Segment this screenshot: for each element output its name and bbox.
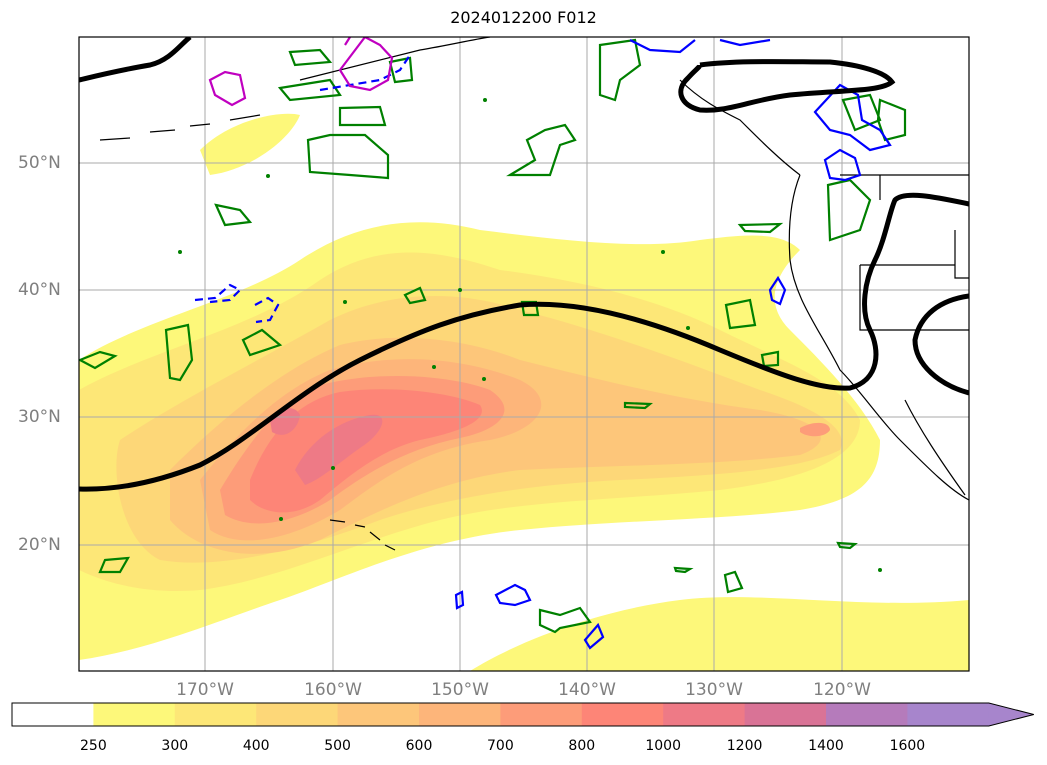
map-title: 2024012200 F012 (450, 8, 597, 27)
colorbar-segment (93, 703, 176, 726)
green-contour (79, 350, 118, 370)
blue-contour (583, 622, 605, 650)
green-contour (876, 98, 907, 142)
green-contour (98, 556, 130, 574)
map-frame (78, 36, 970, 672)
colorbar-tick-label: 300 (161, 738, 189, 754)
colorbar-segment (581, 703, 664, 726)
green-contour (538, 606, 592, 634)
blue-contour (494, 583, 532, 607)
colorbar-segment (907, 703, 990, 726)
magenta-contour (338, 37, 394, 92)
blue-contour (768, 275, 787, 306)
map-panel (79, 37, 969, 671)
magenta-contour (208, 70, 247, 107)
green-contour (288, 48, 333, 67)
blue-contour-dashed (194, 283, 242, 304)
lon-label: 150°W (431, 680, 489, 700)
colorbar-segment (826, 703, 908, 726)
colorbar-tick-label: 1000 (645, 738, 682, 754)
colorbar-extend-arrow (988, 703, 1034, 726)
green-contour (723, 570, 744, 594)
blue-contour (823, 148, 862, 182)
colorbar-segment (419, 703, 501, 726)
colorbar-segment (12, 703, 94, 726)
blue-contour (719, 38, 771, 47)
lon-label: 170°W (176, 680, 234, 700)
green-contour (214, 203, 253, 227)
green-contour (306, 133, 390, 180)
lat-label: 20°N (18, 535, 61, 555)
colorbar-segment (500, 703, 583, 726)
colorbar-tick-label: 500 (324, 738, 351, 754)
green-contour (826, 178, 872, 242)
hawaii (329, 519, 396, 551)
aleutians (99, 114, 261, 141)
colorbar-segment (174, 703, 257, 726)
green-contour (338, 105, 387, 127)
green-contour (760, 350, 780, 368)
ivt-1000-band (295, 414, 383, 485)
height-contours (79, 37, 969, 492)
bc-coast (679, 79, 801, 176)
lon-label: 160°W (304, 680, 362, 700)
colorbar-segment (337, 703, 420, 726)
height-contour-north (79, 37, 192, 83)
colorbar-tick-label: 700 (487, 738, 514, 754)
alaska-coast (299, 37, 491, 81)
us-west-coast (788, 174, 969, 501)
blue-contour (454, 590, 465, 610)
blue-contour-dashed (254, 296, 280, 324)
green-contour (737, 222, 784, 234)
graticule (79, 37, 969, 671)
lon-label: 120°W (813, 680, 871, 700)
green-contour (724, 298, 757, 330)
height-contour-east (912, 293, 969, 396)
us-border (840, 174, 969, 331)
colorbar-tick-label: 1200 (726, 738, 763, 754)
colorbar-segment (663, 703, 746, 726)
green-contour (836, 541, 858, 550)
green-contour (241, 328, 283, 357)
blue-contour-dashed (319, 54, 411, 92)
magenta-contours (208, 37, 394, 107)
green-contour (388, 56, 414, 84)
height-contour-gulf (678, 59, 896, 113)
ivt-500-east (800, 422, 830, 437)
colorbar-segment (256, 703, 339, 726)
green-contour (841, 93, 882, 132)
colorbar-tick-label: 600 (405, 738, 433, 754)
colorbar-tick-label: 1600 (889, 738, 926, 754)
green-contour (403, 286, 427, 305)
colorbar-tick-label: 1400 (808, 738, 844, 754)
height-contour-main (79, 192, 969, 492)
colorbar-tick-label: 800 (568, 738, 596, 754)
lat-label: 40°N (18, 280, 61, 300)
ivt-250-south (470, 597, 969, 671)
lat-label: 30°N (18, 407, 61, 427)
green-contour (277, 78, 342, 102)
green-contour (623, 401, 653, 410)
scatter-cells (178, 98, 882, 572)
colorbar (11, 702, 1034, 727)
green-contour (673, 566, 694, 574)
green-contour (506, 123, 577, 177)
green-contour (164, 323, 194, 382)
green-contours (79, 38, 907, 634)
coastlines (99, 37, 969, 551)
colorbar-tick-label: 250 (80, 738, 107, 754)
blue-contour (629, 39, 696, 54)
baja (904, 399, 966, 496)
lon-label: 140°W (558, 680, 616, 700)
colorbar-tick-label: 400 (242, 738, 270, 754)
colorbar-segment (744, 703, 827, 726)
colorbar-outline (11, 702, 1034, 727)
green-contour (598, 38, 642, 102)
lat-label: 50°N (18, 153, 61, 173)
lon-label: 130°W (685, 680, 743, 700)
ivt-250-north (200, 113, 300, 175)
